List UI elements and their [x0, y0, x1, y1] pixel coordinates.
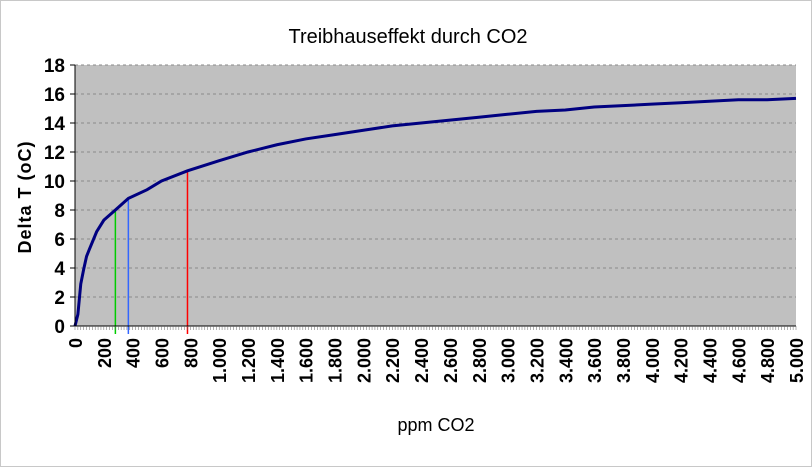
x-tick-label: 400 [124, 338, 144, 368]
x-tick-label: 4.400 [700, 338, 720, 383]
x-tick-label: 3.000 [499, 338, 519, 383]
x-tick-label: 4.600 [729, 338, 749, 383]
x-tick-label: 3.200 [527, 338, 547, 383]
x-tick-label: 2.200 [383, 338, 403, 383]
x-tick-label: 5.000 [787, 338, 807, 383]
x-tick-label: 3.400 [556, 338, 576, 383]
y-tick-label: 10 [44, 172, 65, 193]
x-tick-label: 4.200 [672, 338, 692, 383]
y-axis-label: Delta T (oC) [15, 141, 35, 254]
x-tick-label: 2.000 [354, 338, 374, 383]
x-tick-label: 2.400 [412, 338, 432, 383]
x-tick-label: 1.600 [297, 338, 317, 383]
y-tick-label: 16 [44, 85, 65, 106]
axis-layer [74, 65, 797, 330]
y-tick-label: 4 [54, 259, 65, 280]
y-tick-label: 18 [44, 56, 65, 77]
y-tick-label: 8 [54, 201, 65, 222]
y-tick-label: 0 [54, 317, 65, 338]
x-tick-label: 1.800 [326, 338, 346, 383]
y-tick-labels: 0 2 4 6 8 10 12 14 16 18 [44, 56, 66, 338]
chart-title: Treibhauseffekt durch CO2 [288, 26, 527, 48]
series-line [73, 96, 797, 327]
x-tick-label: 4.800 [758, 338, 778, 383]
x-axis-label: ppm CO2 [397, 415, 474, 435]
x-tick-label: 1.000 [210, 338, 230, 383]
y-tick-label: 2 [54, 288, 65, 309]
x-tick-label: 3.800 [614, 338, 634, 383]
x-tick-labels: 0 200 400 600 800 1.000 1.200 1.400 1.600 1.800 2.… [66, 338, 807, 383]
x-tick-label: 200 [95, 338, 115, 368]
x-tick-label: 2.600 [441, 338, 461, 383]
x-tick-label: 0 [66, 338, 86, 348]
y-tick-label: 12 [44, 143, 65, 164]
x-tick-label: 600 [153, 338, 173, 368]
y-tick-label: 14 [44, 114, 66, 135]
marker-layer [114, 170, 189, 334]
x-tick-label: 1.200 [239, 338, 259, 383]
x-tick-label: 3.600 [585, 338, 605, 383]
x-tick-label: 800 [181, 338, 201, 368]
x-tick-label: 2.800 [470, 338, 490, 383]
plot-area [75, 65, 796, 326]
x-tick-label: 4.000 [643, 338, 663, 383]
x-tick-label: 1.400 [268, 338, 288, 383]
y-tick-label: 6 [54, 230, 65, 251]
